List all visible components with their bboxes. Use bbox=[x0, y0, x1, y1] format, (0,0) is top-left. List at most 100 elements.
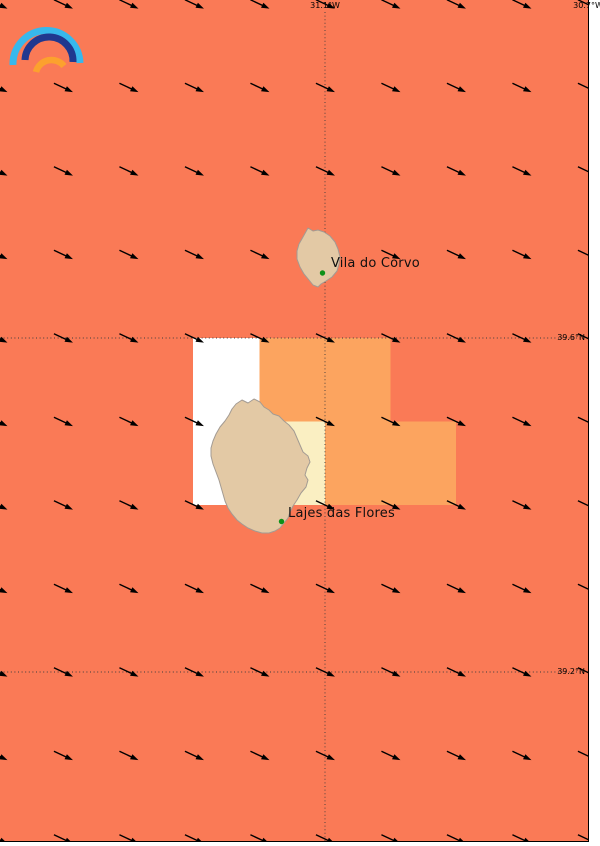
wind-arrow bbox=[53, 82, 73, 93]
wind-arrow bbox=[184, 500, 204, 510]
town-label-vila-do-corvo: Vila do Corvo bbox=[331, 256, 420, 271]
wind-arrow bbox=[250, 750, 270, 761]
wind-arrow bbox=[512, 249, 532, 260]
wind-arrow bbox=[446, 0, 466, 9]
island-flores bbox=[210, 398, 311, 534]
wind-arrow bbox=[315, 333, 335, 343]
town-dot bbox=[278, 518, 285, 525]
wind-arrow bbox=[250, 166, 270, 176]
weather-map-svg bbox=[0, 0, 588, 841]
wind-arrow bbox=[119, 166, 139, 176]
wind-arrow bbox=[512, 750, 532, 761]
wind-arrow bbox=[0, 333, 8, 343]
wind-arrow bbox=[119, 500, 139, 510]
wind-arrow bbox=[512, 0, 532, 9]
wind-arrow bbox=[577, 834, 588, 841]
wind-arrow bbox=[315, 416, 335, 427]
longitude-tick-31-1w: 31.1°W bbox=[310, 1, 340, 10]
wind-arrow bbox=[184, 583, 204, 594]
wind-arrow bbox=[315, 500, 335, 510]
wind-arrow bbox=[577, 667, 588, 675]
wind-arrow bbox=[184, 333, 204, 343]
wind-arrow bbox=[184, 82, 204, 93]
wind-arrow bbox=[446, 750, 466, 761]
wind-arrow bbox=[315, 166, 335, 176]
wind-arrow bbox=[53, 166, 73, 176]
wind-arrow bbox=[119, 583, 139, 594]
wind-arrow bbox=[315, 750, 335, 761]
wind-arrow bbox=[577, 333, 588, 341]
wind-arrow bbox=[184, 667, 204, 677]
wind-arrow bbox=[512, 416, 532, 427]
wind-arrow bbox=[53, 667, 73, 677]
wind-arrow bbox=[250, 333, 270, 343]
wind-arrow bbox=[512, 166, 532, 176]
town-dot bbox=[319, 270, 326, 276]
wind-arrow bbox=[315, 583, 335, 594]
wind-arrow bbox=[0, 166, 8, 176]
wind-arrow bbox=[250, 0, 270, 9]
wind-arrow bbox=[512, 583, 532, 594]
wind-arrow bbox=[184, 0, 204, 9]
wind-arrow bbox=[53, 583, 73, 594]
wind-arrow bbox=[119, 750, 139, 761]
latitude-tick-39-2n: 39.2°N bbox=[557, 667, 585, 676]
island-corvo bbox=[296, 227, 341, 288]
wind-arrow bbox=[512, 834, 532, 841]
wind-arrow bbox=[577, 416, 588, 425]
wind-arrow bbox=[0, 82, 8, 93]
wind-arrow bbox=[0, 667, 8, 677]
wind-arrow bbox=[53, 249, 73, 260]
wind-arrow bbox=[184, 249, 204, 260]
wind-arrow bbox=[0, 750, 8, 761]
wind-arrow bbox=[446, 667, 466, 677]
wind-arrow bbox=[250, 249, 270, 260]
wind-arrow bbox=[512, 82, 532, 93]
wind-arrow bbox=[512, 333, 532, 343]
wind-arrow bbox=[381, 583, 401, 594]
wind-arrow bbox=[250, 834, 270, 841]
wind-arrow bbox=[0, 249, 8, 260]
rainbow-arc-navy-icon bbox=[21, 33, 77, 63]
wind-arrow bbox=[119, 416, 139, 427]
wind-arrow bbox=[315, 667, 335, 677]
wind-arrow bbox=[381, 667, 401, 677]
forecast-cell-3 bbox=[325, 421, 456, 505]
wind-arrow bbox=[184, 416, 204, 427]
wind-arrow bbox=[512, 500, 532, 510]
rainbow-logo-icon bbox=[9, 27, 84, 74]
wind-arrow bbox=[577, 82, 588, 91]
wind-arrow bbox=[381, 82, 401, 93]
wind-arrow bbox=[381, 166, 401, 176]
rainbow-arc-amber-icon bbox=[32, 56, 67, 74]
wind-arrow bbox=[446, 500, 466, 510]
wind-arrow bbox=[250, 667, 270, 677]
wind-arrow bbox=[184, 750, 204, 761]
wind-arrow bbox=[53, 416, 73, 427]
wind-arrow bbox=[53, 750, 73, 761]
wind-arrow bbox=[446, 834, 466, 841]
wind-arrow bbox=[446, 333, 466, 343]
wind-arrow bbox=[577, 583, 588, 592]
wind-arrow bbox=[446, 82, 466, 93]
wind-arrow bbox=[381, 249, 401, 260]
wind-arrow bbox=[446, 416, 466, 427]
town-label-lajes-das-flores: Lajes das Flores bbox=[288, 506, 395, 521]
wind-arrow bbox=[381, 834, 401, 841]
wind-arrow bbox=[53, 834, 73, 841]
wind-arrow bbox=[446, 166, 466, 176]
wind-arrow bbox=[381, 750, 401, 761]
wind-arrow bbox=[119, 834, 139, 841]
wind-arrow bbox=[577, 500, 588, 508]
wind-arrow bbox=[381, 500, 401, 510]
longitude-tick-30-7w: 30.7°W bbox=[573, 1, 600, 10]
wind-arrow bbox=[577, 166, 588, 174]
map-area: Vila do Corvo Lajes das Flores bbox=[0, 0, 589, 842]
wind-arrow bbox=[315, 0, 335, 9]
wind-arrow bbox=[53, 0, 73, 9]
wind-arrow bbox=[53, 500, 73, 510]
wind-arrow bbox=[315, 834, 335, 841]
wind-arrow bbox=[446, 583, 466, 594]
wind-arrow bbox=[577, 249, 588, 258]
